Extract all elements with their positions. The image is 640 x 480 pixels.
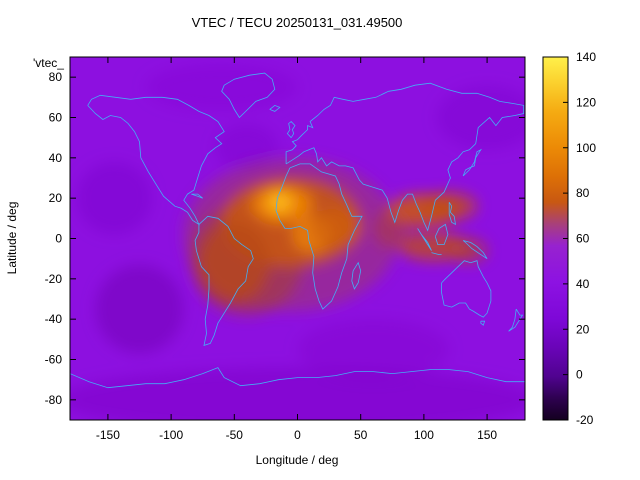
coastline (221, 72, 276, 119)
y-axis-label: Latitude / deg (5, 202, 19, 275)
colorbar-tick-label: 40 (576, 277, 590, 291)
x-tick-label: 50 (354, 428, 368, 442)
heatmap-blobs (70, 63, 525, 420)
coastline (462, 148, 482, 177)
colorbar-tick-label: 140 (576, 50, 596, 64)
colorbar-tick-label: 120 (576, 95, 596, 109)
coastline (431, 252, 442, 256)
x-tick-label: 150 (477, 428, 497, 442)
heat-blob (436, 85, 525, 150)
y-tick-label: 80 (49, 70, 63, 84)
coastline (269, 104, 281, 112)
heat-blob (297, 319, 450, 380)
y-tick-label: -20 (45, 272, 63, 286)
x-tick-label: -100 (159, 428, 183, 442)
x-tick-label: 0 (294, 428, 301, 442)
coastline (285, 82, 525, 232)
heat-blob (310, 208, 361, 249)
heat-blob (145, 63, 298, 112)
coastline (480, 320, 486, 326)
heat-blob (198, 222, 270, 303)
coastline (351, 261, 362, 290)
y-tick-label: 60 (49, 111, 63, 125)
colorbar-tick-label: 60 (576, 232, 590, 246)
heat-blob (76, 161, 153, 235)
coastline (434, 223, 449, 246)
x-tick-label: -50 (226, 428, 244, 442)
y-tick-label: -60 (45, 353, 63, 367)
x-tick-label: -150 (96, 428, 120, 442)
heat-blob (267, 192, 293, 213)
colorbar: 140 120 100 80 60 40 20 0 -20 (542, 50, 596, 427)
heat-blob (449, 238, 488, 263)
coastline (448, 201, 457, 226)
coastline (275, 163, 363, 310)
coastline (70, 367, 525, 389)
y-tick-label: -40 (45, 312, 63, 326)
coastline (191, 193, 203, 199)
colorbar-tick-label: 0 (576, 368, 583, 382)
y-tick-label: 0 (55, 232, 62, 246)
chart-title: VTEC / TECU 20250131_031.49500 (192, 15, 403, 30)
axis-ticks: -150 -100 -50 0 50 100 150 80 60 40 20 0 -20 -40 -60 -8… (45, 57, 525, 442)
coastline (441, 260, 492, 318)
colorbar-tick-label: -20 (576, 413, 594, 427)
y-tick-label: 40 (49, 151, 63, 165)
y-tick-label: -80 (45, 393, 63, 407)
coastline (194, 215, 254, 346)
coastline (87, 94, 225, 226)
coastline (417, 228, 432, 251)
y-tick-label: 20 (49, 191, 63, 205)
vtec-heatmap (70, 57, 525, 420)
heat-blob (215, 123, 279, 172)
coastline (462, 240, 488, 260)
stray-label: 'vtec_ (33, 56, 64, 70)
heat-blob (95, 264, 184, 354)
heat-blob (70, 367, 525, 420)
coastline (508, 308, 524, 332)
colorbar-tick-label: 100 (576, 141, 596, 155)
x-tick-label: 100 (414, 428, 434, 442)
x-axis-label: Longitude / deg (256, 453, 339, 467)
colorbar-tick-label: 20 (576, 322, 590, 336)
coastline-overlay (70, 72, 525, 389)
coastline (286, 120, 296, 138)
colorbar-tick-label: 80 (576, 186, 590, 200)
